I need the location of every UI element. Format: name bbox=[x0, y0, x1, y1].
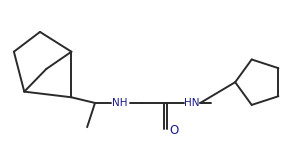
Text: NH: NH bbox=[112, 98, 128, 108]
Text: O: O bbox=[169, 124, 179, 137]
Text: HN: HN bbox=[184, 98, 200, 108]
